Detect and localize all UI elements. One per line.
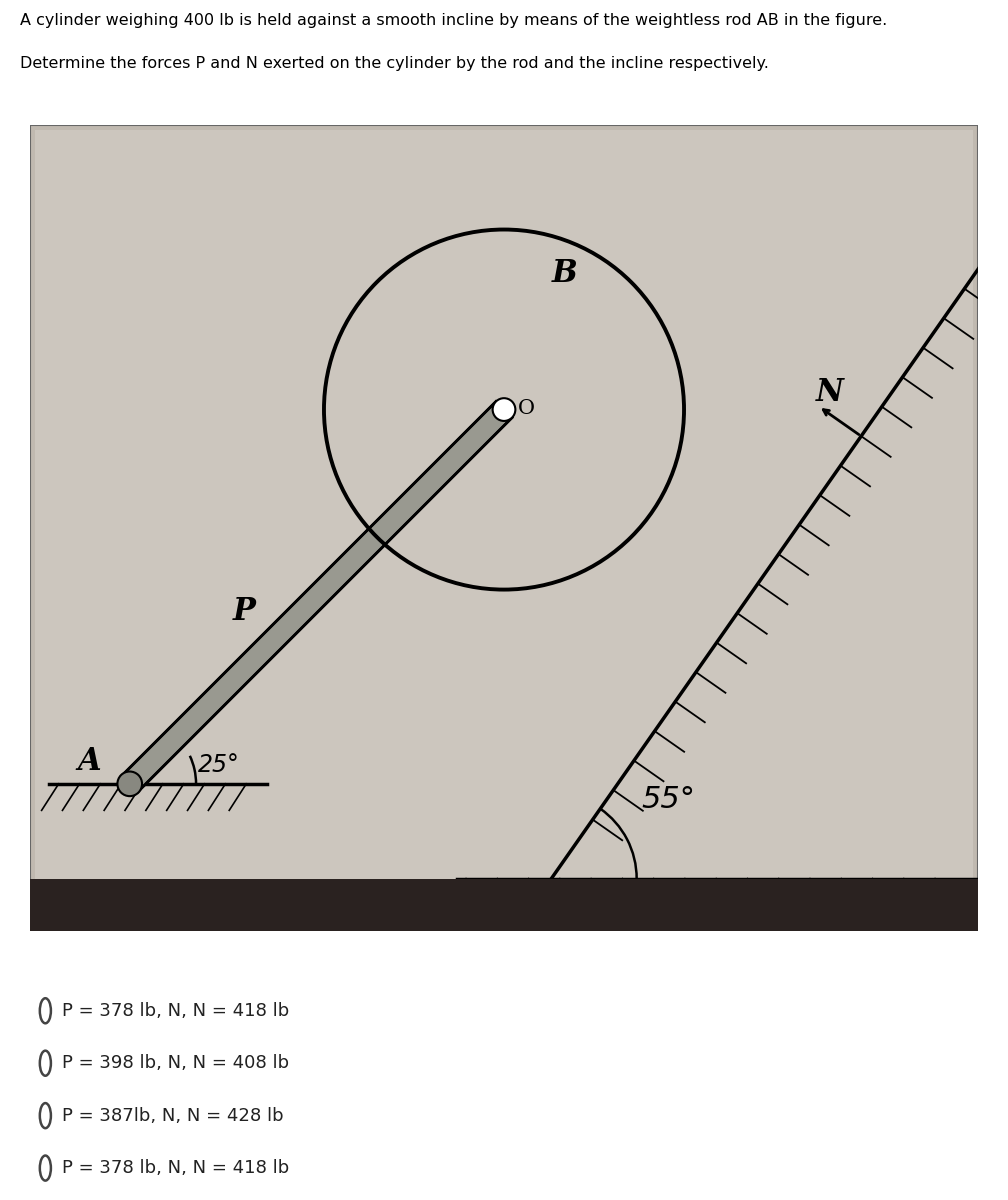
Text: B: B [551, 258, 578, 289]
Text: N: N [816, 377, 844, 408]
Text: P = 387lb, N, N = 428 lb: P = 387lb, N, N = 428 lb [62, 1106, 284, 1124]
Circle shape [117, 772, 142, 796]
Text: 25°: 25° [198, 754, 240, 778]
Text: P = 378 lb, N, N = 418 lb: P = 378 lb, N, N = 418 lb [62, 1159, 289, 1177]
Text: 55°: 55° [641, 785, 696, 814]
Text: A cylinder weighing 400 lb is held against a smooth incline by means of the weig: A cylinder weighing 400 lb is held again… [20, 13, 887, 29]
Text: P = 378 lb, N, N = 418 lb: P = 378 lb, N, N = 418 lb [62, 1002, 289, 1020]
Text: P = 398 lb, N, N = 408 lb: P = 398 lb, N, N = 408 lb [62, 1055, 289, 1073]
Text: P: P [232, 595, 255, 626]
Text: O: O [518, 400, 535, 419]
Bar [30, 878, 978, 931]
Text: Determine the forces P and N exerted on the cylinder by the rod and the incline : Determine the forces P and N exerted on … [20, 55, 769, 71]
Polygon shape [122, 402, 512, 792]
Circle shape [493, 398, 515, 421]
Text: A: A [78, 745, 101, 776]
